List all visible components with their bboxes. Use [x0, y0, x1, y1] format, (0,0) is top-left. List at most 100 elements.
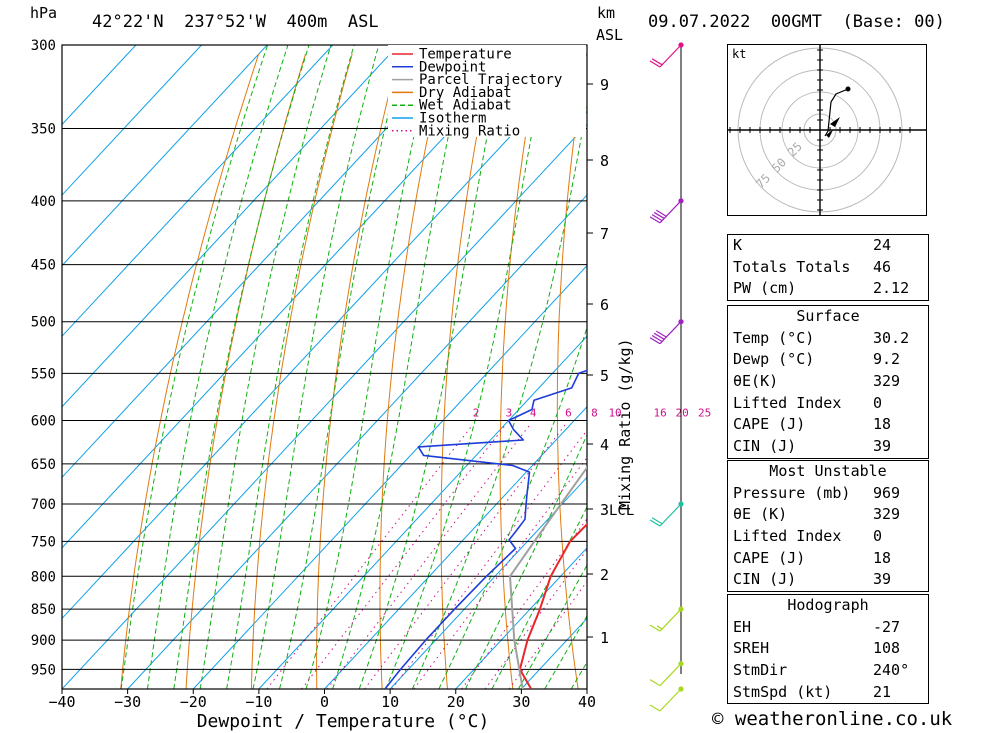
temperature-tick-label: −30	[114, 693, 141, 711]
isotherm-line	[62, 45, 137, 126]
surface-value: 0	[873, 393, 883, 412]
pressure-tick-label: 850	[31, 602, 56, 618]
isotherm-line	[127, 194, 587, 689]
hodograph-stat-value: 108	[873, 639, 901, 658]
pressure-tick-label: 350	[31, 122, 56, 138]
wet-adiabat-line	[173, 45, 310, 689]
temperature-tick-label: −40	[48, 693, 75, 711]
mixing-ratio-line	[413, 456, 587, 689]
dewpoint-line	[384, 369, 587, 689]
mixing-ratio-line	[391, 429, 587, 689]
pw-label: PW (cm)	[733, 279, 797, 298]
wind-barb-feather	[651, 58, 663, 66]
wet-adiabat-line	[120, 45, 269, 689]
surface-row: θE(K) 329	[728, 371, 928, 393]
isotherm-line	[324, 406, 587, 689]
indices-table: K 24 Totals Totals 46 PW (cm) 2.12	[727, 234, 929, 302]
hodograph-stat-label: EH	[733, 617, 752, 636]
isotherm-line	[455, 547, 587, 689]
km-tick-label: 8	[600, 152, 609, 170]
hodograph-stat-label: StmSpd (kt)	[733, 682, 833, 701]
dry-adiabat-line	[440, 53, 493, 689]
isotherm-line	[62, 45, 202, 196]
temperature-tick-label: 0	[320, 693, 329, 711]
footer-credit[interactable]: © weatheronline.co.uk	[712, 708, 953, 730]
wind-barb-feather	[651, 334, 663, 343]
mixing-ratio-label: 25	[698, 406, 711, 419]
pressure-tick-label: 650	[31, 457, 56, 473]
pressure-tick-label: 950	[31, 662, 56, 678]
wet-adiabat-line	[305, 45, 436, 689]
pressure-tick-label: 750	[31, 534, 56, 550]
legend-dewpoint: Dewpoint	[419, 59, 486, 75]
mixing-ratio-label: 3	[506, 406, 513, 419]
wind-barb	[649, 661, 684, 687]
hodograph-stat-row: SREH 108	[728, 638, 928, 660]
isotherm-line	[389, 476, 587, 689]
legend-box	[388, 45, 586, 137]
mixing-ratio-line	[461, 518, 587, 689]
mixing-ratio-label: 2	[473, 406, 480, 419]
km-tick-label: 7	[600, 225, 609, 243]
totals-totals-value: 46	[873, 257, 892, 276]
hodograph-unit-label: kt	[732, 47, 746, 61]
km-tick-label: 1	[600, 629, 609, 647]
hodograph-stat-value: -27	[873, 617, 901, 636]
legend-mixing-ratio: Mixing Ratio	[419, 123, 520, 139]
surface-row: CIN (J) 39	[728, 436, 928, 458]
legend-temperature: Temperature	[419, 47, 512, 63]
temperature-tick-label: 40	[578, 693, 596, 711]
mixing-ratio-line	[508, 580, 587, 689]
surface-label: Temp (°C)	[733, 328, 815, 347]
wind-barb-shaft	[659, 503, 682, 527]
wet-adiabat-line	[199, 45, 332, 689]
hodograph-stat-row: StmDir 240°	[728, 660, 928, 682]
mixing-ratio-line	[301, 424, 506, 689]
wind-barb-feather	[649, 679, 661, 687]
wind-barb	[649, 606, 684, 632]
temperature-line	[518, 522, 587, 689]
hodograph-stat-value: 21	[873, 682, 892, 701]
wet-adiabat-line	[438, 326, 587, 689]
wind-barb-shaft	[659, 44, 682, 68]
wind-barb-feather	[649, 60, 661, 68]
legend-dry-adiabat: Dry Adiabat	[419, 85, 512, 101]
wind-barb	[649, 686, 684, 712]
most-unstable-table: Most Unstable Pressure (mb) 969 θE (K) 329 L…	[727, 460, 929, 593]
temperature-tick-label: 20	[447, 693, 465, 711]
wind-barb-feather	[653, 211, 665, 219]
datetime-title: 09.07.2022 00GMT (Base: 00)	[648, 12, 945, 32]
wind-barb-feather	[649, 216, 661, 224]
mixing-ratio-line	[326, 424, 531, 689]
wet-adiabat-line	[332, 45, 469, 689]
wind-barb-feather	[655, 330, 667, 338]
km-tick-label: 2	[600, 566, 609, 584]
hodograph-table: Hodograph EH -27 SREH 108 StmDir 240° StmSpd (…	[727, 594, 929, 705]
pw-row: PW (cm) 2.12	[728, 278, 928, 300]
isotherm-line	[258, 335, 587, 689]
wind-barb-shaft	[659, 321, 682, 345]
wet-adiabat-line	[411, 103, 587, 689]
dry-adiabat-line	[250, 53, 353, 689]
wet-adiabat-line	[226, 45, 355, 689]
pressure-tick-label: 700	[31, 497, 56, 513]
mixing-ratio-label: 8	[591, 406, 598, 419]
surface-label: CAPE (J)	[733, 415, 806, 434]
wind-barb-feather	[649, 519, 661, 527]
wind-barb	[649, 319, 684, 345]
wind-barb-shaft	[659, 200, 682, 224]
isotherm-line	[192, 264, 587, 689]
isotherm-line	[62, 45, 531, 549]
most-unstable-value: 0	[873, 527, 883, 546]
most-unstable-label: Lifted Index	[733, 527, 842, 546]
km-tick-label: 6	[600, 296, 609, 314]
most-unstable-label: CAPE (J)	[733, 548, 806, 567]
pressure-tick-label: 800	[31, 569, 56, 585]
wet-adiabat-line	[517, 564, 587, 689]
wet-adiabat-line	[252, 45, 380, 689]
temperature-tick-label: −20	[180, 693, 207, 711]
wind-barb	[649, 198, 684, 224]
pressure-tick-label: 500	[31, 315, 56, 331]
legend-isotherm: Isotherm	[419, 111, 486, 127]
